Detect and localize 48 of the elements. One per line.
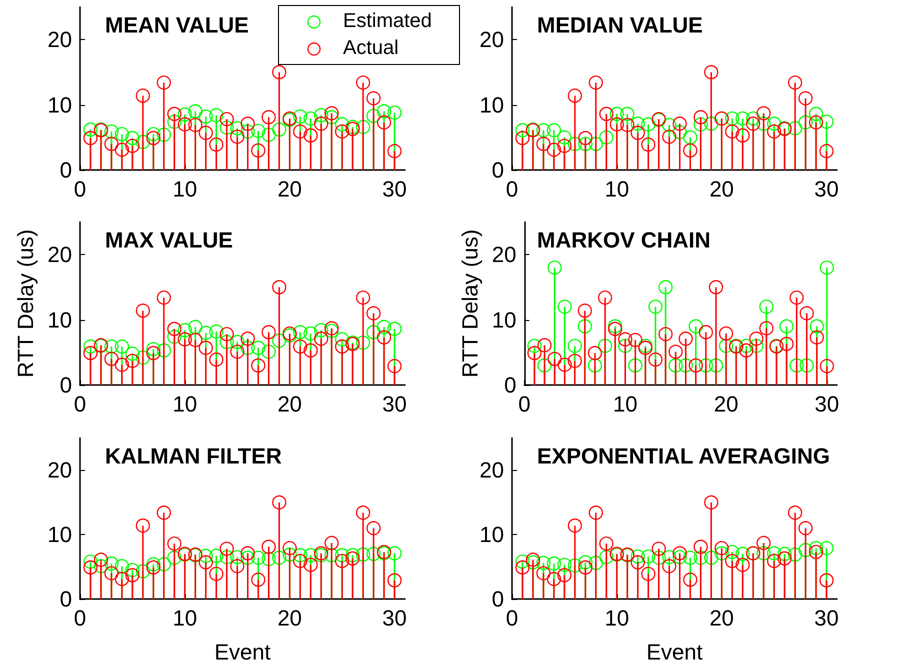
y-tick-label: 10 [48,92,72,118]
y-tick-label: 0 [60,586,72,612]
x-tick-label: 20 [277,606,302,630]
x-tick-label: 30 [814,606,839,630]
chart-title: MEDIAN VALUE [537,12,703,38]
x-tick-label: 10 [172,606,198,630]
y-tick-label: 0 [492,158,504,182]
x-tick-label: 30 [382,176,407,202]
chart-title: EXPONENTIAL AVERAGING [537,444,830,468]
chart-title: MEAN VALUE [105,12,249,38]
y-tick-label: 0 [60,158,72,182]
y-tick-label: 20 [48,458,72,483]
y-tick-label: 20 [480,458,504,483]
y-tick-label: 20 [480,27,504,52]
y-tick-label: 20 [492,242,516,268]
legend-label: Actual [343,37,399,60]
x-axis-title: Event [214,640,271,664]
chart-title: MARKOV CHAIN [537,228,711,252]
y-tick-label: 10 [48,522,72,548]
y-tick-label: 10 [48,307,72,332]
y-tick-label: 20 [48,242,72,268]
x-tick-label: 20 [709,606,734,630]
y-axis-title: RTT Delay (us) [13,229,38,378]
x-tick-label: 10 [172,176,198,202]
y-tick-label: 0 [504,372,516,398]
chart-title: MAX VALUE [105,228,233,252]
chart-title: KALMAN FILTER [105,444,282,468]
x-axis-title: Event [646,640,703,664]
x-tick-label: 10 [604,176,630,202]
x-tick-label: 10 [172,392,198,416]
y-axis-title: RTT Delay (us) [458,229,482,378]
x-tick-label: 30 [382,392,407,416]
x-tick-label: 30 [382,606,407,630]
legend-label: Estimated [343,10,432,33]
y-tick-label: 10 [492,307,516,332]
x-tick-label: 10 [604,606,630,630]
x-tick-label: 20 [277,176,302,202]
x-tick-label: 10 [612,392,638,416]
y-tick-label: 20 [48,27,72,52]
x-tick-label: 30 [814,392,840,416]
x-tick-label: 30 [814,176,839,202]
y-tick-label: 10 [480,522,504,548]
y-tick-label: 0 [492,586,504,612]
y-tick-label: 0 [60,372,72,398]
x-tick-label: 20 [714,392,738,416]
x-tick-label: 20 [709,176,734,202]
y-tick-label: 10 [480,92,504,118]
x-tick-label: 20 [277,392,302,416]
